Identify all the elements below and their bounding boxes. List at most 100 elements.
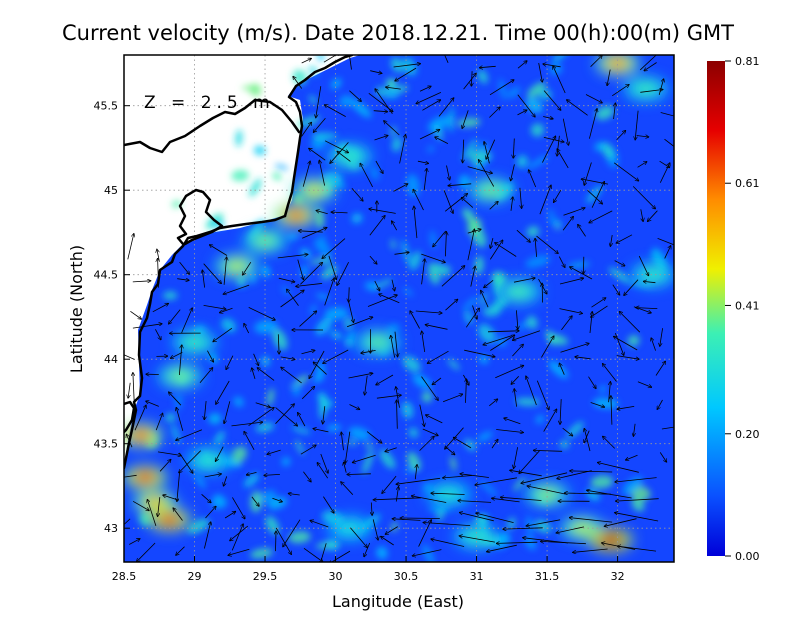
current-arrow: [637, 162, 647, 168]
current-arrow: [535, 239, 537, 257]
current-arrow: [516, 310, 518, 329]
current-arrow: [611, 85, 629, 97]
current-arrow: [386, 87, 401, 89]
current-arrow: [203, 305, 226, 309]
current-arrow: [296, 283, 323, 286]
current-arrow: [231, 524, 243, 551]
coastline-danube-delta: [283, 55, 354, 218]
velocity-patch: [408, 427, 419, 438]
current-arrow: [205, 506, 216, 519]
current-arrow: [155, 413, 162, 431]
current-arrow: [231, 422, 263, 427]
current-arrow: [399, 135, 406, 164]
current-arrow: [459, 536, 495, 543]
coastline-inland: [124, 98, 301, 154]
depth-label: Z = 2.5 m: [144, 93, 275, 113]
current-arrow: [659, 163, 670, 183]
velocity-patch: [568, 262, 591, 268]
velocity-hotspot: [228, 261, 245, 272]
velocity-patch: [622, 476, 643, 495]
current-arrow: [216, 446, 224, 462]
current-arrow: [302, 228, 327, 239]
chart-title: Current velocity (m/s). Date 2018.12.21.…: [62, 21, 734, 45]
current-arrow: [364, 542, 371, 557]
velocity-hotspot: [440, 489, 457, 500]
velocity-hotspot: [482, 185, 499, 196]
current-arrow: [445, 299, 458, 311]
current-arrow: [124, 518, 131, 526]
coastline-lagoon: [176, 188, 224, 246]
current-arrow: [497, 542, 538, 543]
velocity-hotspot: [132, 430, 149, 441]
current-arrow: [657, 399, 663, 409]
velocity-patch: [260, 356, 271, 367]
velocity-patch: [526, 315, 538, 330]
velocity-patch: [403, 287, 413, 296]
velocity-patch: [281, 457, 291, 466]
current-arrow: [495, 366, 523, 379]
y-tick-label: 43.5: [94, 438, 119, 451]
current-arrow: [129, 539, 140, 545]
current-arrow: [158, 259, 159, 288]
velocity-patch: [412, 374, 432, 390]
current-arrow: [462, 110, 469, 128]
current-arrow: [341, 432, 344, 451]
velocity-patch: [315, 541, 340, 549]
velocity-patch: [586, 184, 603, 204]
velocity-patch: [428, 505, 451, 512]
current-arrow: [244, 324, 250, 334]
current-arrow: [177, 471, 180, 502]
current-arrow: [132, 324, 162, 329]
current-arrow: [350, 527, 367, 548]
current-arrow: [526, 376, 537, 406]
velocity-hotspot: [637, 83, 654, 94]
velocity-hotspot: [602, 535, 619, 545]
colorbar-tick-label: 0.81: [735, 55, 760, 68]
current-arrow: [462, 198, 474, 208]
colorbar-tick-label: 0.20: [735, 428, 760, 441]
current-arrow: [410, 311, 420, 329]
current-arrow: [300, 445, 316, 455]
velocity-patch: [315, 293, 330, 300]
x-tick-label: 31: [470, 570, 484, 583]
velocity-patch: [448, 107, 455, 133]
current-arrow: [636, 308, 658, 309]
current-arrow: [369, 216, 385, 236]
current-arrow: [132, 281, 151, 282]
velocity-patch: [548, 217, 563, 228]
current-arrow: [365, 375, 368, 395]
current-arrow: [324, 140, 348, 153]
colorbar-ticks: 0.81 0.61 0.41 0.20 0.00: [725, 55, 760, 563]
current-arrow: [511, 164, 515, 180]
current-arrow: [169, 309, 181, 324]
current-arrow: [176, 408, 184, 431]
current-arrow: [267, 449, 281, 454]
velocity-patch: [421, 391, 433, 403]
current-arrow: [527, 486, 566, 495]
current-arrow: [391, 336, 395, 358]
velocity-patch: [339, 95, 354, 108]
velocity-patch: [539, 89, 552, 100]
plot-frame: [123, 54, 675, 563]
velocity-patch: [362, 450, 374, 475]
y-axis-ticks: 43 43.5 44 44.5 45 45.5: [94, 100, 130, 535]
current-arrow: [573, 548, 608, 552]
velocity-patch: [427, 145, 435, 153]
current-arrow: [299, 311, 317, 327]
velocity-patch: [450, 455, 457, 472]
current-arrow: [325, 105, 346, 117]
current-arrow: [278, 334, 279, 354]
current-arrow: [204, 401, 206, 419]
current-arrow: [163, 495, 179, 501]
velocity-patch: [627, 335, 640, 347]
current-arrow: [492, 498, 520, 503]
current-arrow: [446, 165, 450, 180]
current-arrow: [252, 368, 256, 380]
velocity-patch: [292, 381, 301, 397]
current-arrow: [559, 363, 565, 375]
velocity-hotspot: [200, 455, 217, 466]
current-arrow: [301, 387, 314, 400]
current-arrow: [176, 546, 185, 555]
velocity-patch: [447, 358, 460, 370]
current-arrow: [181, 308, 193, 334]
